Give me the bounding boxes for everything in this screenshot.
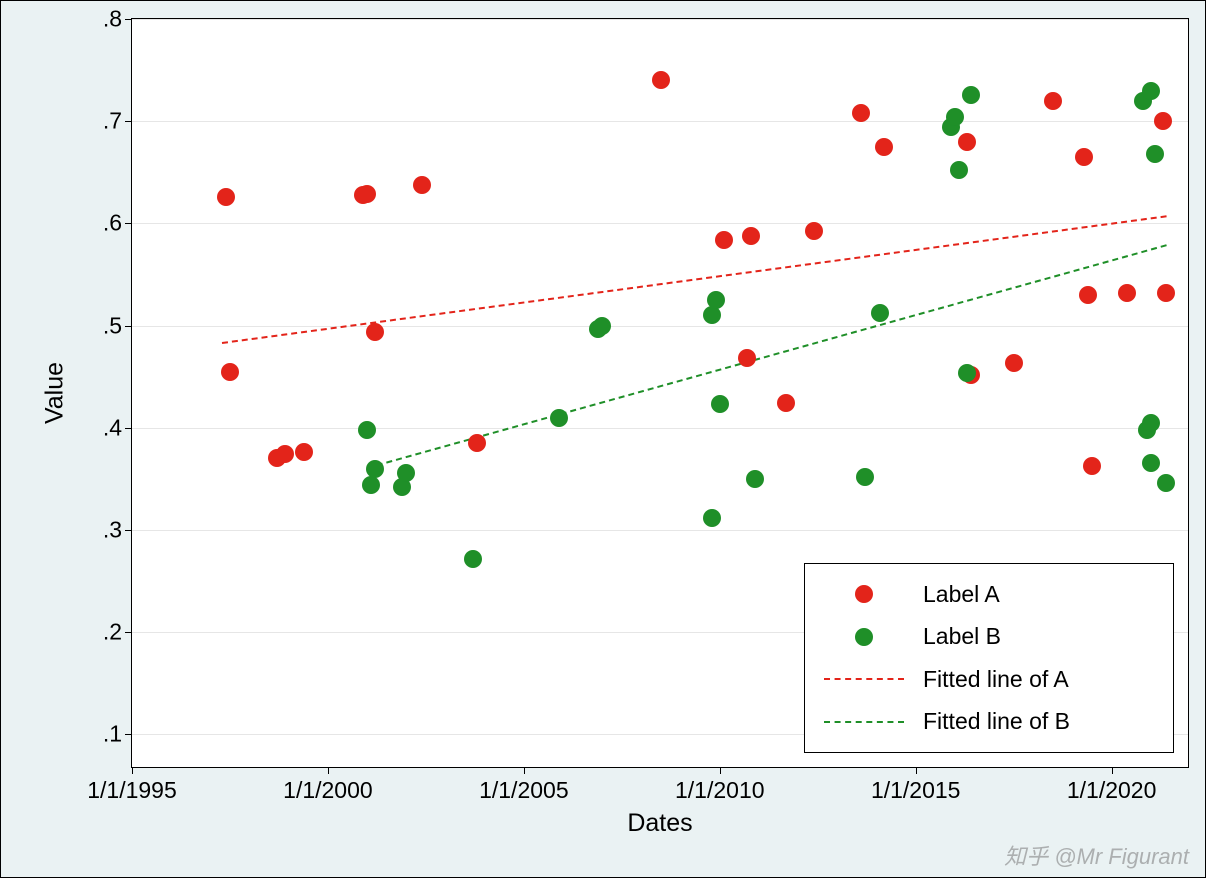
legend-label: Label A: [923, 581, 1000, 608]
gridline: [132, 530, 1188, 531]
data-point: [1154, 112, 1172, 130]
data-point: [1157, 284, 1175, 302]
x-tick-label: 1/1/2020: [1067, 767, 1157, 804]
x-tick-label: 1/1/2005: [479, 767, 569, 804]
data-point: [593, 317, 611, 335]
data-point: [1142, 454, 1160, 472]
chart-frame: Value Dates .1 .2 .3 .4 .5 .6 .7 .8 1/1/1995 1/1/…: [0, 0, 1206, 878]
legend-item: Fitted line of A: [819, 659, 1157, 699]
legend: Label A Label B Fitted line of A Fitted lin…: [804, 563, 1174, 753]
y-tick-label: .1: [103, 721, 132, 748]
y-tick-label: .4: [103, 414, 132, 441]
legend-dash-icon: [824, 721, 904, 723]
legend-item: Fitted line of B: [819, 702, 1157, 742]
data-point: [958, 133, 976, 151]
data-point: [711, 395, 729, 413]
data-point: [875, 138, 893, 156]
data-point: [468, 434, 486, 452]
data-point: [950, 161, 968, 179]
data-point: [550, 409, 568, 427]
y-tick-label: .8: [103, 6, 132, 33]
x-tick-label: 1/1/2000: [283, 767, 373, 804]
y-tick-label: .6: [103, 210, 132, 237]
legend-swatch: [819, 628, 909, 646]
legend-dot-icon: [855, 628, 873, 646]
gridline: [132, 326, 1188, 327]
legend-label: Fitted line of A: [923, 666, 1069, 693]
data-point: [962, 86, 980, 104]
data-point: [1142, 82, 1160, 100]
y-axis-title: Value: [40, 362, 69, 424]
data-point: [1079, 286, 1097, 304]
legend-item: Label A: [819, 574, 1157, 614]
data-point: [707, 291, 725, 309]
data-point: [366, 323, 384, 341]
data-point: [366, 460, 384, 478]
data-point: [358, 421, 376, 439]
data-point: [413, 176, 431, 194]
watermark: 知乎 @Mr Figurant: [1004, 839, 1189, 871]
data-point: [1157, 474, 1175, 492]
y-tick-label: .7: [103, 108, 132, 135]
data-point: [358, 185, 376, 203]
data-point: [738, 349, 756, 367]
legend-swatch: [819, 721, 909, 723]
x-tick-label: 1/1/2015: [871, 767, 961, 804]
data-point: [715, 231, 733, 249]
data-point: [946, 108, 964, 126]
legend-item: Label B: [819, 617, 1157, 657]
legend-dot-icon: [855, 585, 873, 603]
data-point: [703, 306, 721, 324]
data-point: [221, 363, 239, 381]
data-point: [777, 394, 795, 412]
data-point: [871, 304, 889, 322]
legend-dash-icon: [824, 678, 904, 680]
legend-label: Label B: [923, 623, 1001, 650]
data-point: [276, 445, 294, 463]
data-point: [295, 443, 313, 461]
data-point: [805, 222, 823, 240]
data-point: [1146, 145, 1164, 163]
data-point: [464, 550, 482, 568]
data-point: [746, 470, 764, 488]
data-point: [1083, 457, 1101, 475]
data-point: [217, 188, 235, 206]
x-tick-label: 1/1/1995: [87, 767, 177, 804]
y-tick-label: .5: [103, 312, 132, 339]
y-tick-label: .3: [103, 516, 132, 543]
gridline: [132, 19, 1188, 20]
data-point: [1044, 92, 1062, 110]
x-tick-label: 1/1/2010: [675, 767, 765, 804]
legend-swatch: [819, 585, 909, 603]
gridline: [132, 223, 1188, 224]
data-point: [703, 509, 721, 527]
data-point: [1118, 284, 1136, 302]
data-point: [742, 227, 760, 245]
legend-swatch: [819, 678, 909, 680]
y-tick-label: .2: [103, 619, 132, 646]
fitted-line: [367, 244, 1167, 469]
gridline: [132, 121, 1188, 122]
data-point: [397, 464, 415, 482]
data-point: [1005, 354, 1023, 372]
data-point: [1142, 414, 1160, 432]
plot-area: Value Dates .1.2.3.4.5.6.7.81/1/19951/1/…: [131, 18, 1189, 768]
x-axis-title: Dates: [627, 809, 692, 838]
data-point: [652, 71, 670, 89]
data-point: [852, 104, 870, 122]
data-point: [856, 468, 874, 486]
data-point: [958, 364, 976, 382]
data-point: [1075, 148, 1093, 166]
legend-label: Fitted line of B: [923, 708, 1070, 735]
data-point: [362, 476, 380, 494]
gridline: [132, 428, 1188, 429]
